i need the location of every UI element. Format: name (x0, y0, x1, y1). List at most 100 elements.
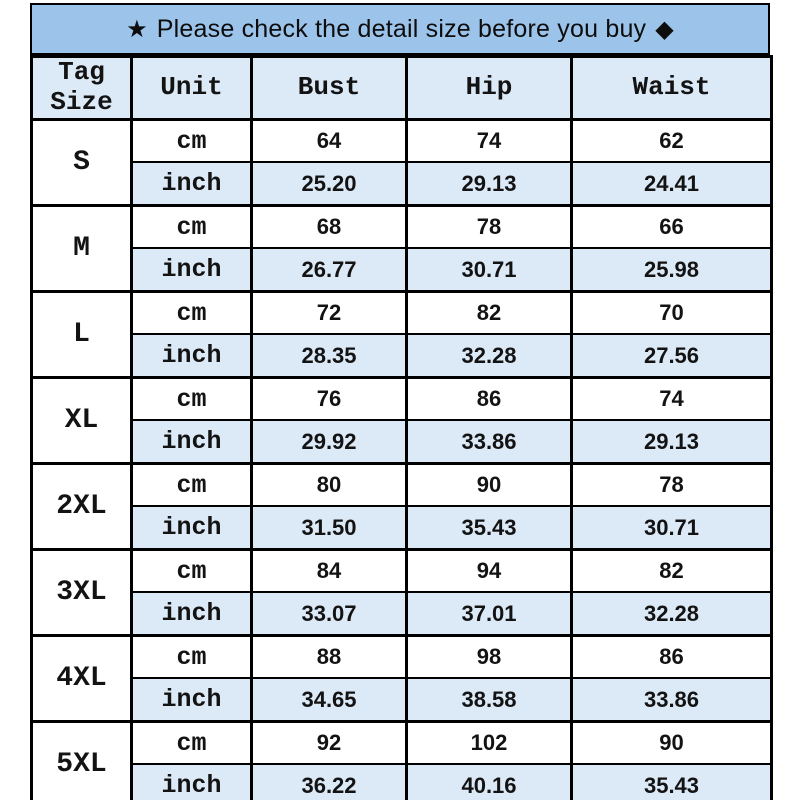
hip-value: 30.71 (405, 247, 573, 293)
bust-value: 29.92 (250, 419, 408, 465)
hip-value: 32.28 (405, 333, 573, 379)
bust-value: 76 (250, 375, 408, 422)
header-unit: Unit (130, 55, 253, 121)
size-label: L (30, 289, 133, 379)
size-row-inch: inch 29.92 33.86 29.13 (32, 419, 773, 465)
waist-value: 32.28 (570, 591, 773, 637)
size-label: S (30, 117, 133, 207)
banner-text: Please check the detail size before you … (156, 14, 647, 43)
unit-cell: cm (130, 719, 253, 766)
bust-value: 34.65 (250, 677, 408, 723)
header-waist: Waist (570, 55, 773, 121)
waist-value: 82 (570, 547, 773, 594)
size-label: 5XL (30, 719, 133, 800)
hip-value: 38.58 (405, 677, 573, 723)
waist-value: 35.43 (570, 763, 773, 800)
hip-value: 33.86 (405, 419, 573, 465)
banner: ★ Please check the detail size before yo… (30, 3, 770, 55)
size-row-cm: XL cm 76 86 74 (30, 375, 773, 465)
star-icon: ★ (126, 15, 148, 43)
unit-cell: inch (130, 591, 253, 637)
waist-value: 30.71 (570, 505, 773, 551)
waist-value: 74 (570, 375, 773, 422)
unit-cell: inch (130, 677, 253, 723)
bust-value: 31.50 (250, 505, 408, 551)
waist-value: 78 (570, 461, 773, 508)
unit-cell: cm (130, 547, 253, 594)
size-row-inch: inch 36.22 40.16 35.43 (32, 763, 773, 800)
hip-value: 94 (405, 547, 573, 594)
bust-value: 92 (250, 719, 408, 766)
waist-value: 33.86 (570, 677, 773, 723)
header-hip: Hip (405, 55, 573, 121)
size-row-cm: 4XL cm 88 98 86 (30, 633, 773, 723)
hip-value: 102 (405, 719, 573, 766)
bust-value: 25.20 (250, 161, 408, 207)
unit-cell: cm (130, 203, 253, 250)
unit-cell: inch (130, 419, 253, 465)
size-label: 4XL (30, 633, 133, 723)
size-row-inch: inch 26.77 30.71 25.98 (32, 247, 773, 293)
header-row: Tag Size Unit Bust Hip Waist (30, 55, 773, 121)
unit-cell: cm (130, 633, 253, 680)
waist-value: 90 (570, 719, 773, 766)
diamond-icon: ◆ (655, 15, 674, 43)
bust-value: 72 (250, 289, 408, 336)
size-label: 2XL (30, 461, 133, 551)
bust-value: 36.22 (250, 763, 408, 800)
waist-value: 29.13 (570, 419, 773, 465)
bust-value: 64 (250, 117, 408, 164)
waist-value: 27.56 (570, 333, 773, 379)
hip-value: 74 (405, 117, 573, 164)
unit-cell: inch (130, 333, 253, 379)
hip-value: 29.13 (405, 161, 573, 207)
waist-value: 24.41 (570, 161, 773, 207)
unit-cell: inch (130, 247, 253, 293)
unit-cell: cm (130, 461, 253, 508)
bust-value: 28.35 (250, 333, 408, 379)
unit-cell: cm (130, 375, 253, 422)
size-row-inch: inch 33.07 37.01 32.28 (32, 591, 773, 637)
size-row-inch: inch 28.35 32.28 27.56 (32, 333, 773, 379)
hip-value: 90 (405, 461, 573, 508)
waist-value: 62 (570, 117, 773, 164)
unit-cell: inch (130, 763, 253, 800)
waist-value: 70 (570, 289, 773, 336)
size-row-cm: 5XL cm 92 102 90 (30, 719, 773, 800)
bust-value: 33.07 (250, 591, 408, 637)
waist-value: 66 (570, 203, 773, 250)
size-label: M (30, 203, 133, 293)
bust-value: 84 (250, 547, 408, 594)
size-row-cm: 3XL cm 84 94 82 (30, 547, 773, 637)
unit-cell: cm (130, 289, 253, 336)
waist-value: 25.98 (570, 247, 773, 293)
hip-value: 37.01 (405, 591, 573, 637)
hip-value: 78 (405, 203, 573, 250)
bust-value: 26.77 (250, 247, 408, 293)
unit-cell: cm (130, 117, 253, 164)
size-row-inch: inch 31.50 35.43 30.71 (32, 505, 773, 551)
hip-value: 35.43 (405, 505, 573, 551)
hip-value: 86 (405, 375, 573, 422)
size-label: XL (30, 375, 133, 465)
header-tag-size: Tag Size (30, 55, 133, 121)
size-row-inch: inch 34.65 38.58 33.86 (32, 677, 773, 723)
unit-cell: inch (130, 505, 253, 551)
bust-value: 68 (250, 203, 408, 250)
size-label: 3XL (30, 547, 133, 637)
header-bust: Bust (250, 55, 408, 121)
hip-value: 40.16 (405, 763, 573, 800)
bust-value: 80 (250, 461, 408, 508)
waist-value: 86 (570, 633, 773, 680)
hip-value: 82 (405, 289, 573, 336)
size-row-cm: 2XL cm 80 90 78 (30, 461, 773, 551)
size-row-inch: inch 25.20 29.13 24.41 (32, 161, 773, 207)
bust-value: 88 (250, 633, 408, 680)
hip-value: 98 (405, 633, 573, 680)
unit-cell: inch (130, 161, 253, 207)
